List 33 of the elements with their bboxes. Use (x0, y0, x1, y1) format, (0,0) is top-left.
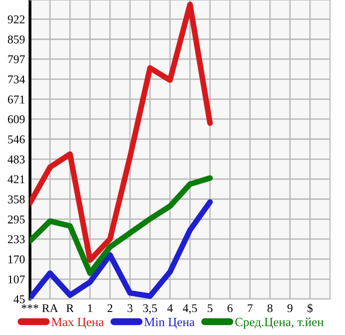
x-tick-label: 5 (208, 304, 212, 312)
x-tick-label: 1 (88, 304, 92, 312)
y-tick-label: 797 (8, 55, 25, 64)
x-tick-label: 6 (228, 304, 233, 312)
x-tick-label: 9 (287, 304, 292, 312)
y-tick-label: 734 (8, 75, 25, 84)
x-tick-label: $ (308, 304, 313, 313)
x-tick-label: 4 (167, 304, 173, 312)
x-tick-label: 4,5 (182, 304, 197, 314)
x-tick-label: 3 (128, 304, 132, 312)
y-tick-label: 233 (8, 235, 25, 244)
y-tick-label: 295 (8, 216, 25, 224)
y-tick-label: 421 (8, 175, 24, 184)
y-tick-label: 358 (8, 195, 25, 204)
y-tick-label: 45 (14, 295, 25, 304)
x-tick-label: RA (42, 304, 58, 312)
x-tick-label: 8 (268, 304, 272, 312)
y-tick-label: 483 (8, 155, 25, 164)
y-tick-label: 170 (8, 255, 25, 264)
y-tick-label: 107 (8, 275, 25, 284)
y-tick-label: 859 (8, 35, 25, 44)
y-tick-label: 671 (8, 96, 24, 104)
y-tick-label: 609 (8, 115, 25, 124)
x-tick-label: 3,5 (143, 304, 157, 314)
x-tick-label: 7 (248, 304, 253, 312)
legend-label: Сред.Цена, т.йен (235, 318, 324, 329)
x-tick-label: R (66, 304, 74, 312)
x-tick-label: *** (22, 304, 38, 309)
y-tick-label: 546 (8, 135, 25, 144)
legend-label: Min Цена (144, 318, 195, 329)
x-tick-label: 2 (108, 304, 112, 312)
legend-label: Max Цена (52, 318, 104, 329)
y-tick-label: 922 (8, 15, 24, 24)
